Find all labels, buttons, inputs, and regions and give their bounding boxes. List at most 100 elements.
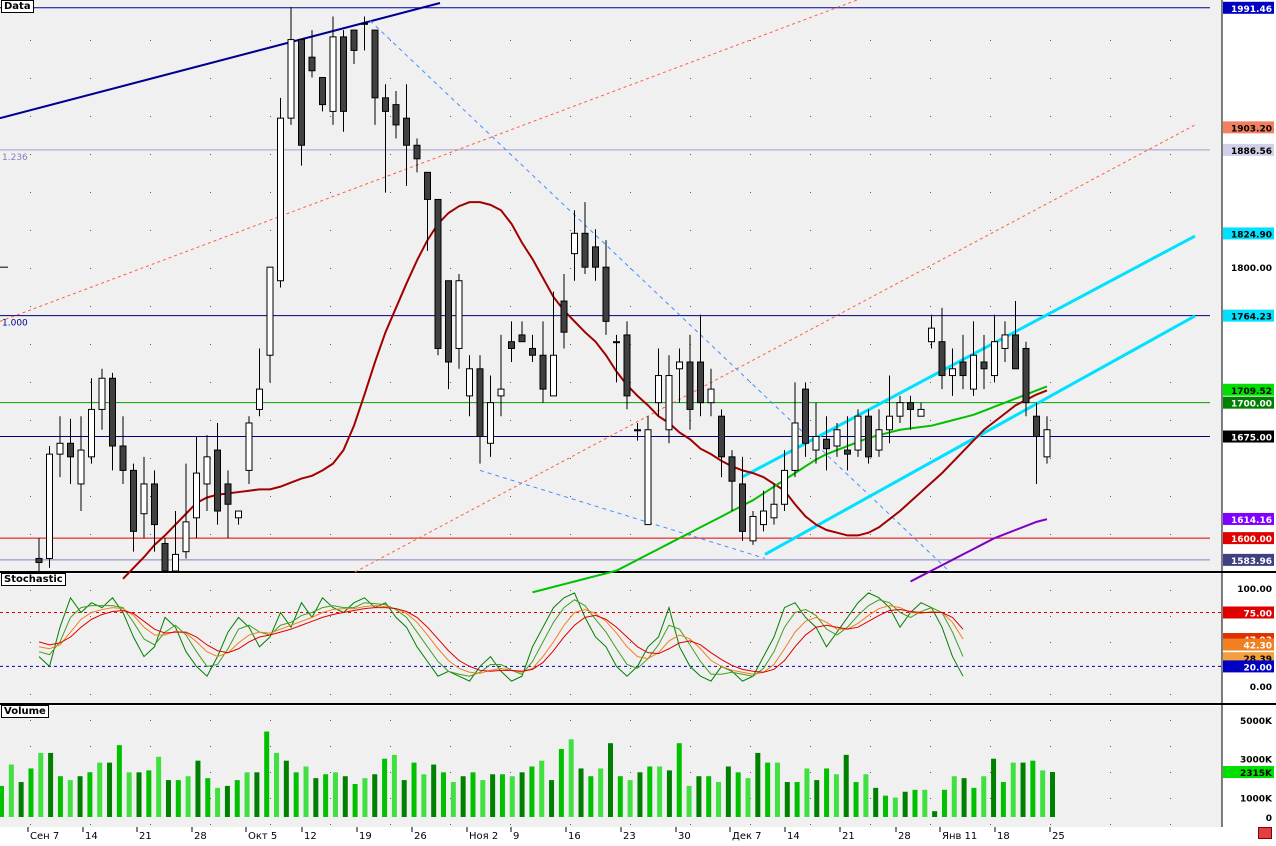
grid-dot	[210, 534, 211, 535]
grid-dot	[750, 40, 751, 41]
candle-body	[886, 415, 893, 431]
grid-dot	[330, 668, 331, 669]
price-tag-label: 1800.00	[1231, 264, 1272, 274]
grid-dot	[90, 382, 91, 383]
candle-body	[445, 280, 452, 363]
grid-dot	[1050, 116, 1051, 117]
candle	[728, 450, 736, 512]
candlestick-series	[35, 7, 1051, 572]
candle	[172, 511, 179, 572]
candle-body	[959, 361, 967, 377]
x-axis-label: 14	[787, 831, 800, 842]
price-pane-title[interactable]: Data	[1, 0, 34, 13]
candle	[781, 450, 788, 512]
volume-bar	[18, 782, 24, 817]
grid-dot	[390, 116, 391, 117]
grid-dot	[870, 746, 871, 747]
stochastic-pane-title[interactable]: Stochastic	[1, 573, 66, 586]
grid-dot	[990, 746, 991, 747]
grid-dot	[30, 458, 31, 459]
volume-bar	[382, 758, 388, 817]
grid-dot	[390, 720, 391, 721]
grid-dot	[150, 154, 151, 155]
grid-dot	[390, 496, 391, 497]
candle	[970, 321, 977, 396]
candle	[1043, 416, 1051, 464]
grid-dot	[630, 616, 631, 617]
candle	[235, 510, 242, 525]
grid-dot	[150, 458, 151, 459]
grid-dot	[450, 496, 451, 497]
grid-dot	[570, 642, 571, 643]
volume-bar	[224, 785, 230, 817]
candle	[77, 416, 85, 512]
grid-dot	[450, 154, 451, 155]
candle	[277, 97, 284, 288]
volume-axis-label: 0	[1266, 814, 1272, 824]
grid-dot	[150, 40, 151, 41]
grid-dot	[990, 616, 991, 617]
grid-dot	[630, 746, 631, 747]
grid-dot	[510, 590, 511, 591]
grid-dot	[30, 420, 31, 421]
grid-dot	[570, 458, 571, 459]
candle-body	[539, 354, 547, 390]
volume-bar	[784, 782, 790, 817]
grid-dot	[30, 694, 31, 695]
grid-dot	[330, 458, 331, 459]
grid-dot	[210, 78, 211, 79]
candle	[844, 416, 851, 471]
grid-dot	[30, 382, 31, 383]
candle	[130, 463, 137, 552]
volume-pane-title[interactable]: Volume	[1, 705, 49, 718]
grid-dot	[210, 268, 211, 269]
grid-dot	[810, 824, 811, 825]
grid-dot	[450, 192, 451, 193]
moving-averages	[122, 201, 1048, 594]
candle	[350, 29, 358, 64]
candle	[718, 409, 725, 478]
volume-bar	[892, 797, 898, 817]
grid-dot	[1110, 382, 1111, 383]
candle-body	[350, 29, 358, 51]
grid-dot	[810, 616, 811, 617]
grid-dot	[990, 268, 991, 269]
candle-body	[466, 368, 473, 397]
ma-fast-line	[122, 201, 1048, 580]
grid-dot	[870, 616, 871, 617]
grid-dot	[930, 420, 931, 421]
grid-dot	[750, 192, 751, 193]
scroll-right-button[interactable]	[1258, 827, 1272, 839]
volume-bar	[38, 752, 44, 817]
grid-dot	[990, 590, 991, 591]
grid-dot	[810, 534, 811, 535]
grid-dot	[930, 798, 931, 799]
grid-dot	[570, 420, 571, 421]
candle-body	[896, 402, 904, 417]
volume-bar	[549, 780, 555, 817]
grid-dot	[1110, 534, 1111, 535]
grid-dot	[150, 420, 151, 421]
grid-dot	[1050, 590, 1051, 591]
grid-dot	[30, 746, 31, 747]
candle	[203, 435, 211, 512]
candle	[466, 355, 473, 417]
candle	[56, 416, 64, 478]
volume-bar	[431, 764, 437, 817]
grid-dot	[750, 78, 751, 79]
grid-dot	[630, 642, 631, 643]
grid-dot	[870, 154, 871, 155]
grid-dot	[1170, 154, 1171, 155]
grid-dot	[30, 230, 31, 231]
stoch-axis-label: 100.00	[1237, 585, 1272, 595]
candle-body	[907, 402, 914, 410]
grid-dot	[930, 824, 931, 825]
grid-dot	[1050, 534, 1051, 535]
volume-bar	[146, 770, 152, 817]
grid-dot	[510, 116, 511, 117]
candle	[424, 171, 431, 251]
volume-bar	[912, 789, 918, 817]
grid-dot	[390, 344, 391, 345]
grid-dot	[1170, 590, 1171, 591]
grid-dot	[30, 192, 31, 193]
